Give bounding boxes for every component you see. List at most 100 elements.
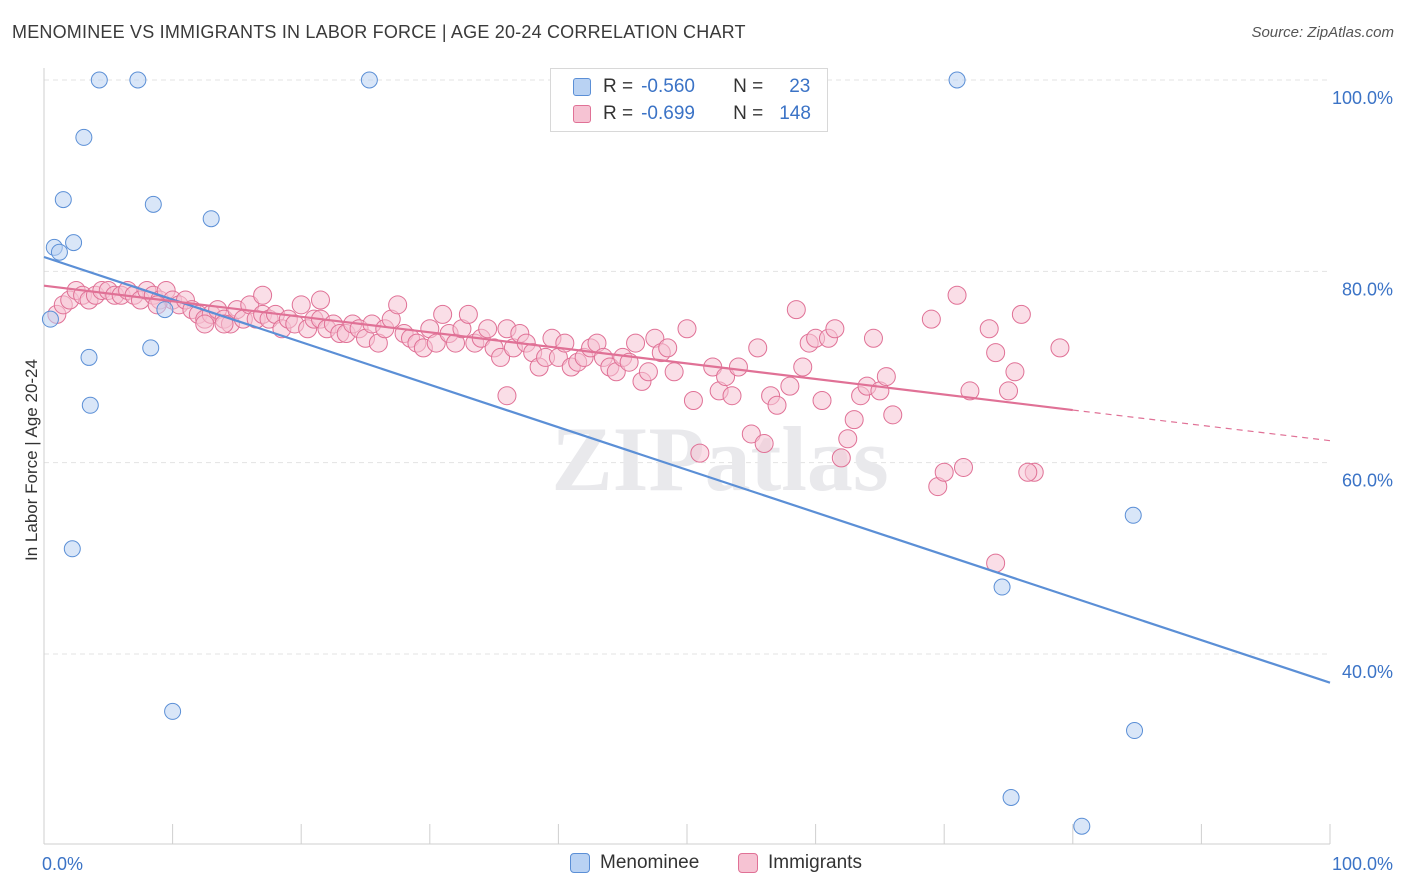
legend-r-label: R = — [603, 76, 634, 97]
gridlines — [44, 79, 1330, 655]
immigrants-point — [214, 314, 234, 334]
immigrants-point — [677, 319, 697, 339]
menominee-point — [80, 348, 98, 366]
immigrants-point — [491, 347, 511, 367]
menominee-trend-line — [43, 255, 1331, 684]
immigrants-point — [986, 343, 1006, 363]
menominee-point — [993, 578, 1011, 596]
menominee-legend-swatch — [570, 853, 590, 873]
immigrants-point — [921, 309, 941, 329]
immigrants-point — [831, 448, 851, 468]
immigrants-trend-extension — [1072, 409, 1331, 442]
immigrants-trend-line — [43, 284, 1073, 412]
immigrants-point — [728, 357, 748, 377]
immigrants-point — [999, 381, 1018, 401]
menominee-points — [41, 71, 1144, 835]
immigrants-point — [748, 338, 768, 358]
x-tick-label: 0.0% — [42, 854, 83, 874]
immigrants-point — [812, 390, 832, 410]
immigrants-point — [458, 304, 478, 324]
chart-title: MENOMINEE VS IMMIGRANTS IN LABOR FORCE |… — [12, 22, 746, 42]
immigrants-point — [1011, 304, 1031, 324]
menominee-point — [54, 191, 72, 209]
immigrants-point — [388, 295, 408, 315]
legend-row-immigrants: R = -0.699 N = 148 — [573, 102, 811, 126]
immigrants-swatch — [573, 105, 591, 123]
immigrants-point — [754, 434, 774, 454]
bottom-legend-menominee: Menominee — [570, 852, 699, 874]
legend-r-value: -0.699 — [641, 103, 695, 124]
menominee-point — [41, 310, 59, 328]
immigrants-point — [497, 386, 517, 406]
immigrants-point — [253, 285, 273, 305]
menominee-point — [1002, 789, 1020, 806]
legend-n-label: N = — [733, 103, 764, 124]
menominee-legend-label: Menominee — [600, 852, 700, 873]
menominee-point — [75, 128, 93, 146]
menominee-point — [202, 210, 220, 228]
immigrants-point — [960, 381, 980, 401]
immigrants-point — [195, 314, 215, 334]
tick-labels: 100.0% 80.0% 60.0% 40.0% 0.0% 100.0% — [42, 88, 1393, 874]
correlation-legend: R = -0.560 N = 23 R = -0.699 N = 148 — [550, 68, 828, 132]
menominee-point — [90, 71, 108, 89]
immigrants-point — [638, 362, 658, 382]
menominee-point — [144, 195, 162, 213]
immigrants-point — [1050, 338, 1070, 358]
immigrants-legend-swatch — [738, 853, 758, 873]
menominee-point — [81, 396, 99, 414]
y-tick-label: 100.0% — [1332, 88, 1393, 108]
legend-n-value: 148 — [779, 103, 811, 124]
legend-r-value: -0.560 — [641, 76, 695, 97]
menominee-point — [360, 71, 378, 89]
immigrants-point — [947, 285, 967, 305]
axes — [43, 68, 1331, 845]
immigrants-point — [934, 462, 954, 482]
immigrants-point — [433, 304, 453, 324]
immigrants-point — [786, 300, 806, 320]
menominee-point — [63, 540, 81, 558]
immigrants-point — [793, 357, 813, 377]
immigrants-point — [979, 319, 999, 339]
legend-row-menominee: R = -0.560 N = 23 — [573, 75, 810, 99]
y-tick-label: 40.0% — [1342, 662, 1393, 682]
immigrants-point — [1018, 462, 1038, 482]
menominee-point — [65, 234, 83, 252]
immigrants-point — [741, 424, 761, 444]
y-tick-label: 80.0% — [1342, 279, 1393, 299]
immigrants-point — [310, 290, 330, 310]
immigrants-point — [478, 319, 498, 339]
menominee-point — [50, 243, 68, 261]
source-label: Source: ZipAtlas.com — [1251, 24, 1394, 41]
immigrants-point — [291, 295, 311, 315]
immigrants-point — [664, 362, 684, 382]
immigrants-point — [690, 443, 710, 463]
menominee-point — [948, 71, 966, 89]
legend-n-label: N = — [733, 76, 764, 97]
x-tick-label: 100.0% — [1332, 854, 1393, 874]
menominee-point — [164, 702, 182, 720]
menominee-point — [142, 339, 160, 357]
immigrants-point — [658, 338, 678, 358]
immigrants-point — [780, 376, 800, 396]
menominee-point — [129, 71, 147, 89]
immigrants-point — [825, 319, 845, 339]
immigrants-point — [844, 410, 864, 430]
immigrants-point — [863, 328, 883, 348]
legend-n-value: 23 — [789, 76, 811, 97]
menominee-point — [1073, 817, 1091, 835]
immigrants-point — [683, 390, 703, 410]
bottom-legend-immigrants: Immigrants — [738, 852, 862, 874]
menominee-swatch — [573, 78, 591, 96]
immigrants-point — [953, 457, 973, 477]
immigrants-point — [1005, 362, 1025, 382]
immigrants-point — [767, 395, 787, 415]
immigrants-legend-label: Immigrants — [768, 852, 862, 873]
menominee-point — [156, 301, 174, 319]
immigrants-points — [47, 280, 1070, 573]
menominee-point — [1126, 722, 1144, 740]
immigrants-point — [883, 405, 903, 425]
y-tick-label: 60.0% — [1342, 471, 1393, 491]
immigrants-point — [876, 367, 896, 387]
